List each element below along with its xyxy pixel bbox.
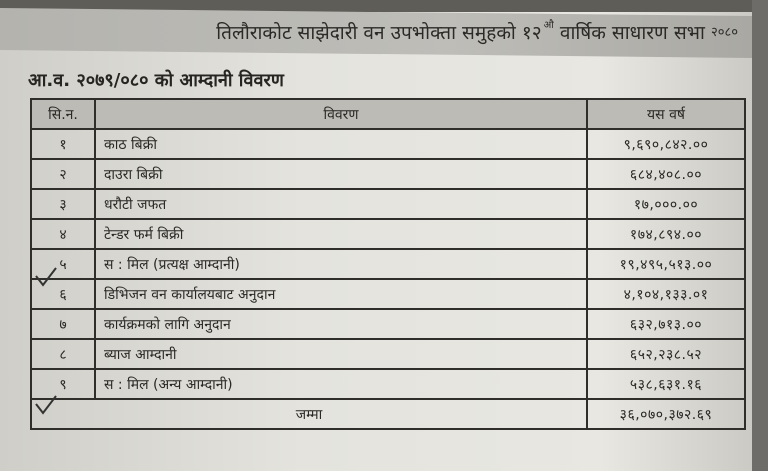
handwritten-tick-icon (35, 395, 57, 415)
book-spine (752, 0, 768, 471)
table-row: ३ धरौटी जफत १७,०००.०० (30, 188, 746, 220)
row-desc: दाउरा बिक्री (94, 158, 588, 190)
row-amount: ९,६९०,८४२.०० (586, 128, 746, 160)
row-sn: २ (30, 158, 96, 190)
row-sn: ९ (30, 368, 96, 400)
document-header: तिलौराकोट साझेदारी वन उपभोक्ता समुहको १२… (216, 20, 738, 46)
row-amount: ४,१०४,१३३.०१ (586, 278, 746, 310)
row-amount: १९,४९५,५१३.०० (586, 248, 746, 280)
row-sn: ५ (30, 248, 96, 280)
total-row: जम्मा ३६,०७०,३७२.६९ (30, 398, 746, 430)
row-desc: स : मिल (प्रत्यक्ष आम्दानी) (94, 248, 588, 280)
row-amount: १७,०००.०० (586, 188, 746, 220)
total-label: जम्मा (30, 398, 588, 430)
col-sn: सि.न. (30, 98, 96, 130)
row-desc: डिभिजन वन कार्यालयबाट अनुदान (94, 278, 588, 310)
col-desc: विवरण (94, 98, 588, 130)
row-sn: ८ (30, 338, 96, 370)
row-desc: धरौटी जफत (94, 188, 588, 220)
header-title-rest: वार्षिक साधारण सभा (559, 22, 705, 44)
row-amount: ६५२,२३८.५२ (586, 338, 746, 370)
row-sn: ६ (30, 278, 96, 310)
row-desc: ब्याज आम्दानी (94, 338, 588, 370)
total-amount: ३६,०७०,३७२.६९ (586, 398, 746, 430)
section-title: आ.व. २०७९/०८० को आम्दानी विवरण (28, 70, 284, 91)
header-ordinal: औ (543, 20, 554, 31)
income-table: सि.न. विवरण यस वर्ष १ काठ बिक्री ९,६९०,८४२… (30, 98, 746, 430)
row-desc: टेन्डर फर्म बिक्री (94, 218, 588, 250)
table-row: ६ डिभिजन वन कार्यालयबाट अनुदान ४,१०४,१३३.०… (30, 278, 746, 310)
table-row: २ दाउरा बिक्री ६८४,४०८.०० (30, 158, 746, 190)
row-sn: ४ (30, 218, 96, 250)
table-row: ७ कार्यक्रमको लागि अनुदान ६३२,७१३.०० (30, 308, 746, 340)
row-sn: ३ (30, 188, 96, 220)
handwritten-tick-icon (35, 267, 57, 287)
row-amount: ६८४,४०८.०० (586, 158, 746, 190)
row-desc: कार्यक्रमको लागि अनुदान (94, 308, 588, 340)
row-amount: ५३८,६३१.१६ (586, 368, 746, 400)
header-title: तिलौराकोट साझेदारी वन उपभोक्ता समुहको १२ (216, 22, 542, 44)
table-header-row: सि.न. विवरण यस वर्ष (30, 98, 746, 130)
row-sn: ७ (30, 308, 96, 340)
row-sn: १ (30, 128, 96, 160)
table-row: १ काठ बिक्री ९,६९०,८४२.०० (30, 128, 746, 160)
row-amount: ६३२,७१३.०० (586, 308, 746, 340)
page-edge (0, 0, 768, 12)
table-row: ८ ब्याज आम्दानी ६५२,२३८.५२ (30, 338, 746, 370)
row-desc: स : मिल (अन्य आम्दानी) (94, 368, 588, 400)
header-year: २०८० (710, 25, 738, 40)
col-amount: यस वर्ष (586, 98, 746, 130)
row-amount: १७४,८९४.०० (586, 218, 746, 250)
table-row: ४ टेन्डर फर्म बिक्री १७४,८९४.०० (30, 218, 746, 250)
row-desc: काठ बिक्री (94, 128, 588, 160)
